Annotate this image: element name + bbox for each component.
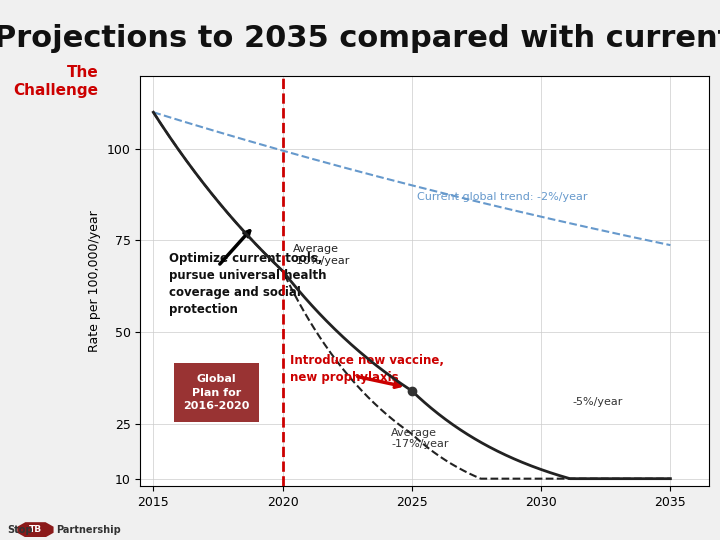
Text: Partnership: Partnership bbox=[57, 525, 122, 535]
Text: TB: TB bbox=[29, 525, 42, 534]
Text: Current global trend: -2%/year: Current global trend: -2%/year bbox=[417, 192, 588, 201]
Y-axis label: Rate per 100,000/year: Rate per 100,000/year bbox=[89, 210, 102, 352]
Text: Introduce new vaccine,
new prophylaxis: Introduce new vaccine, new prophylaxis bbox=[290, 354, 444, 384]
Text: -5%/year: -5%/year bbox=[572, 397, 623, 407]
Polygon shape bbox=[17, 522, 53, 537]
Text: Average
-17%/year: Average -17%/year bbox=[391, 428, 449, 449]
Text: Average
-10%/year: Average -10%/year bbox=[293, 244, 351, 266]
Text: Optimize current tools,
pursue universal health
coverage and social
protection: Optimize current tools, pursue universal… bbox=[168, 253, 326, 316]
Text: Stop: Stop bbox=[7, 525, 32, 535]
Text: The
Challenge: The Challenge bbox=[13, 65, 98, 98]
Text: Global
Plan for
2016-2020: Global Plan for 2016-2020 bbox=[184, 374, 250, 411]
FancyBboxPatch shape bbox=[174, 363, 259, 422]
Text: Projections to 2035 compared with current trends: Projections to 2035 compared with curren… bbox=[0, 24, 720, 53]
